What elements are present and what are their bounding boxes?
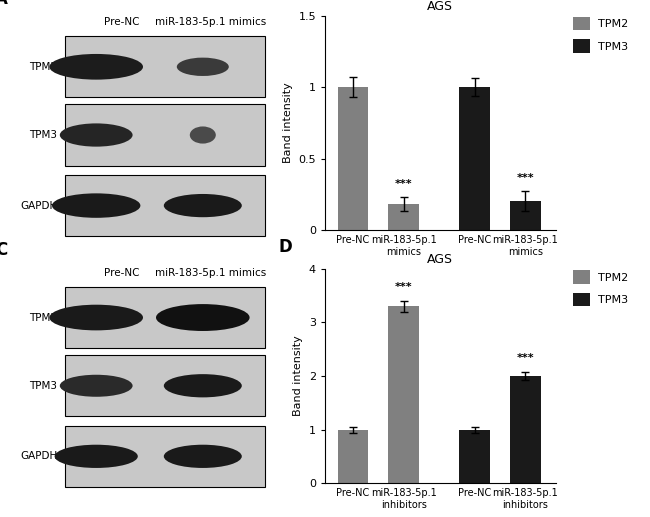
Text: C: C xyxy=(0,241,7,258)
FancyBboxPatch shape xyxy=(65,104,265,165)
Ellipse shape xyxy=(190,127,216,144)
Text: ***: *** xyxy=(517,173,534,183)
Ellipse shape xyxy=(164,374,242,398)
Text: Pre-NC: Pre-NC xyxy=(105,268,140,278)
Text: D: D xyxy=(279,238,293,256)
Ellipse shape xyxy=(164,194,242,217)
Ellipse shape xyxy=(177,57,229,76)
Ellipse shape xyxy=(55,445,138,468)
FancyBboxPatch shape xyxy=(65,355,265,416)
FancyBboxPatch shape xyxy=(65,36,265,97)
Text: ***: *** xyxy=(395,178,412,189)
Text: A: A xyxy=(0,0,8,8)
Text: TPM3: TPM3 xyxy=(29,130,57,140)
Text: miR-183-5p.1 mimics: miR-183-5p.1 mimics xyxy=(155,18,266,27)
Bar xyxy=(338,430,368,483)
Y-axis label: Band intensity: Band intensity xyxy=(293,336,304,417)
Ellipse shape xyxy=(60,124,133,147)
Title: AGS: AGS xyxy=(428,253,454,266)
Text: TPM2: TPM2 xyxy=(29,313,57,323)
Text: GAPDH: GAPDH xyxy=(20,201,57,210)
Ellipse shape xyxy=(164,445,242,468)
Y-axis label: Band intensity: Band intensity xyxy=(283,82,292,163)
Ellipse shape xyxy=(49,54,143,80)
FancyBboxPatch shape xyxy=(65,426,265,487)
Bar xyxy=(389,307,419,483)
Text: ***: *** xyxy=(517,353,534,363)
Text: GAPDH: GAPDH xyxy=(20,451,57,461)
Title: AGS: AGS xyxy=(428,0,454,13)
Legend: TPM2, TPM3: TPM2, TPM3 xyxy=(573,270,629,306)
Ellipse shape xyxy=(52,193,140,218)
Text: TPM2: TPM2 xyxy=(29,62,57,72)
Bar xyxy=(338,87,368,230)
Bar xyxy=(389,204,419,230)
Bar xyxy=(460,430,490,483)
FancyBboxPatch shape xyxy=(65,175,265,236)
Ellipse shape xyxy=(49,305,143,330)
Bar xyxy=(510,376,541,483)
Ellipse shape xyxy=(156,304,250,331)
Text: miR-183-5p.1 mimics: miR-183-5p.1 mimics xyxy=(155,268,266,278)
Legend: TPM2, TPM3: TPM2, TPM3 xyxy=(573,17,629,53)
Bar xyxy=(510,202,541,230)
Ellipse shape xyxy=(60,375,133,397)
FancyBboxPatch shape xyxy=(65,287,265,348)
Text: Pre-NC: Pre-NC xyxy=(105,18,140,27)
Text: ***: *** xyxy=(395,282,412,293)
Bar xyxy=(460,87,490,230)
Text: TPM3: TPM3 xyxy=(29,381,57,391)
Text: B: B xyxy=(279,0,291,3)
